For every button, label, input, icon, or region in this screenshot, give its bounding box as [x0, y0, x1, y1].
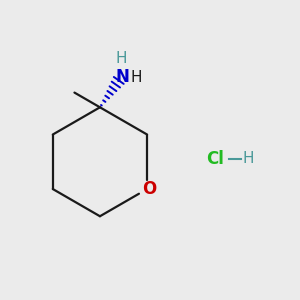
- Text: N: N: [116, 68, 130, 86]
- Text: H: H: [115, 51, 127, 66]
- Text: H: H: [242, 151, 254, 166]
- Text: Cl: Cl: [206, 150, 224, 168]
- Text: O: O: [142, 180, 157, 198]
- Text: H: H: [131, 70, 142, 85]
